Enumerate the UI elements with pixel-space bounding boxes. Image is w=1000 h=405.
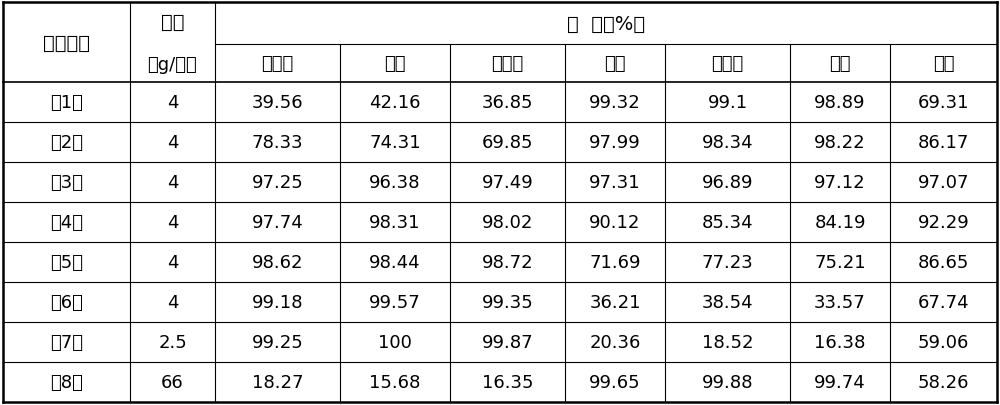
Text: 平均: 平均 xyxy=(933,55,954,73)
Text: 试验处理: 试验处理 xyxy=(43,34,90,52)
Text: 97.49: 97.49 xyxy=(482,174,533,192)
Text: 86.17: 86.17 xyxy=(918,134,969,151)
Text: 98.02: 98.02 xyxy=(482,213,533,231)
Text: 86.65: 86.65 xyxy=(918,254,969,271)
Text: 4: 4 xyxy=(167,254,178,271)
Text: 99.18: 99.18 xyxy=(252,293,303,311)
Text: （g/亩）: （g/亩） xyxy=(148,56,197,74)
Text: 71.69: 71.69 xyxy=(589,254,641,271)
Text: 99.1: 99.1 xyxy=(707,94,748,112)
Text: 看麦娘: 看麦娘 xyxy=(711,55,744,73)
Text: 4: 4 xyxy=(167,94,178,112)
Text: 播娘蒿: 播娘蒿 xyxy=(261,55,294,73)
Text: 2.5: 2.5 xyxy=(158,333,187,351)
Text: （8）: （8） xyxy=(50,373,83,391)
Text: 18.27: 18.27 xyxy=(252,373,303,391)
Text: 4: 4 xyxy=(167,174,178,192)
Text: 雀麦: 雀麦 xyxy=(604,55,626,73)
Text: 18.52: 18.52 xyxy=(702,333,753,351)
Text: 77.23: 77.23 xyxy=(702,254,753,271)
Text: 67.74: 67.74 xyxy=(918,293,969,311)
Text: 33.57: 33.57 xyxy=(814,293,866,311)
Text: 硬草: 硬草 xyxy=(829,55,851,73)
Text: 99.25: 99.25 xyxy=(252,333,303,351)
Text: 98.34: 98.34 xyxy=(702,134,753,151)
Text: 4: 4 xyxy=(167,134,178,151)
Text: 98.89: 98.89 xyxy=(814,94,866,112)
Text: 4: 4 xyxy=(167,293,178,311)
Text: 84.19: 84.19 xyxy=(814,213,866,231)
Text: 20.36: 20.36 xyxy=(589,333,641,351)
Text: 98.22: 98.22 xyxy=(814,134,866,151)
Text: 99.57: 99.57 xyxy=(369,293,421,311)
Text: 74.31: 74.31 xyxy=(369,134,421,151)
Text: 98.31: 98.31 xyxy=(369,213,421,231)
Text: （4）: （4） xyxy=(50,213,83,231)
Text: 96.38: 96.38 xyxy=(369,174,421,192)
Text: （7）: （7） xyxy=(50,333,83,351)
Text: 99.87: 99.87 xyxy=(482,333,533,351)
Text: 100: 100 xyxy=(378,333,412,351)
Text: 防  效（%）: 防 效（%） xyxy=(567,15,645,34)
Text: 98.44: 98.44 xyxy=(369,254,421,271)
Text: 97.74: 97.74 xyxy=(252,213,303,231)
Text: 66: 66 xyxy=(161,373,184,391)
Text: 78.33: 78.33 xyxy=(252,134,303,151)
Text: 69.85: 69.85 xyxy=(482,134,533,151)
Text: 99.65: 99.65 xyxy=(589,373,641,391)
Text: 96.89: 96.89 xyxy=(702,174,753,192)
Text: 36.21: 36.21 xyxy=(589,293,641,311)
Text: 97.07: 97.07 xyxy=(918,174,969,192)
Text: 97.12: 97.12 xyxy=(814,174,866,192)
Text: （1）: （1） xyxy=(50,94,83,112)
Text: 75.21: 75.21 xyxy=(814,254,866,271)
Text: 38.54: 38.54 xyxy=(702,293,753,311)
Text: （6）: （6） xyxy=(50,293,83,311)
Text: （5）: （5） xyxy=(50,254,83,271)
Text: 16.38: 16.38 xyxy=(814,333,866,351)
Text: 36.85: 36.85 xyxy=(482,94,533,112)
Text: 98.72: 98.72 xyxy=(482,254,533,271)
Text: 92.29: 92.29 xyxy=(918,213,969,231)
Text: 16.35: 16.35 xyxy=(482,373,533,391)
Text: 58.26: 58.26 xyxy=(918,373,969,391)
Text: 荠菜: 荠菜 xyxy=(384,55,406,73)
Text: 69.31: 69.31 xyxy=(918,94,969,112)
Text: 99.35: 99.35 xyxy=(482,293,533,311)
Text: 99.74: 99.74 xyxy=(814,373,866,391)
Text: 90.12: 90.12 xyxy=(589,213,641,231)
Text: 4: 4 xyxy=(167,213,178,231)
Text: （2）: （2） xyxy=(50,134,83,151)
Text: 97.99: 97.99 xyxy=(589,134,641,151)
Text: 42.16: 42.16 xyxy=(369,94,421,112)
Text: 98.62: 98.62 xyxy=(252,254,303,271)
Text: 97.31: 97.31 xyxy=(589,174,641,192)
Text: 85.34: 85.34 xyxy=(702,213,753,231)
Text: 39.56: 39.56 xyxy=(252,94,303,112)
Text: 用量: 用量 xyxy=(161,13,184,32)
Text: 猪殃殃: 猪殃殃 xyxy=(491,55,524,73)
Text: 99.32: 99.32 xyxy=(589,94,641,112)
Text: 15.68: 15.68 xyxy=(369,373,421,391)
Text: （3）: （3） xyxy=(50,174,83,192)
Text: 59.06: 59.06 xyxy=(918,333,969,351)
Text: 97.25: 97.25 xyxy=(252,174,303,192)
Text: 99.88: 99.88 xyxy=(702,373,753,391)
